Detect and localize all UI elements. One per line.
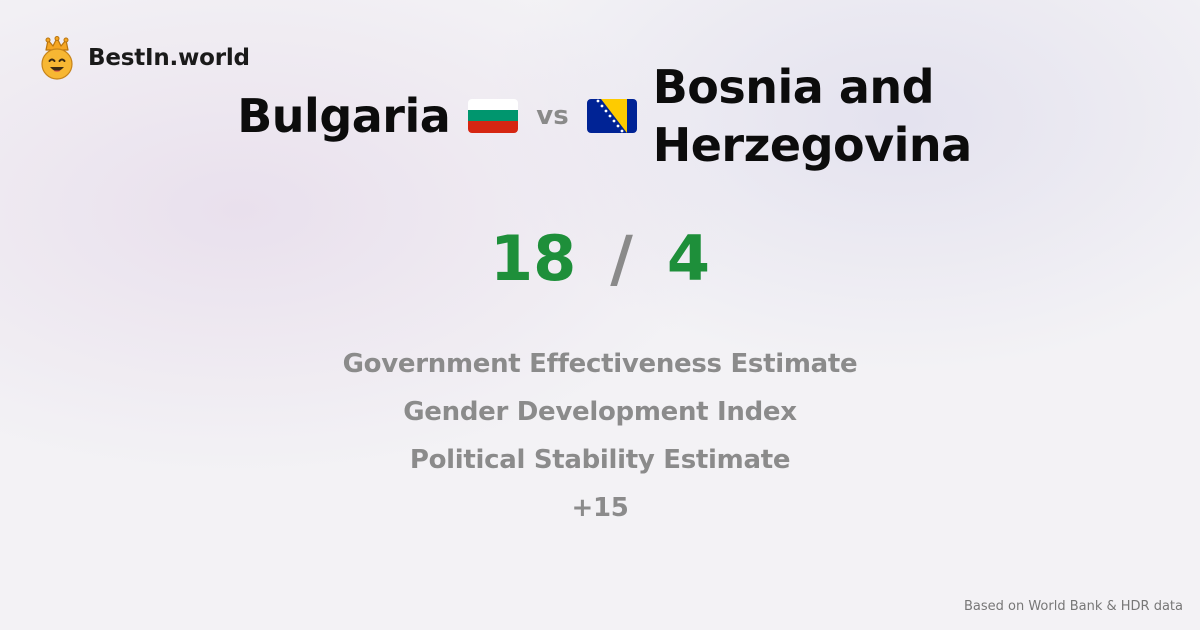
vs-label: vs [536, 101, 569, 131]
brand-logo[interactable]: BestIn.world [38, 36, 250, 80]
brand-name: BestIn.world [88, 45, 250, 71]
metric-item: Government Effectiveness Estimate [342, 349, 858, 379]
crowned-smiley-icon [41, 36, 73, 80]
metrics-list: Government Effectiveness Estimate Gender… [0, 344, 1200, 536]
bosnia-herzegovina-flag-icon [586, 99, 637, 133]
metric-item: Gender Development Index [403, 397, 797, 427]
score-display: 18 / 4 [0, 222, 1200, 295]
metric-item: Political Stability Estimate [409, 445, 791, 475]
data-source-note: Based on World Bank & HDR data [963, 599, 1183, 614]
more-metrics-count: +15 [571, 493, 629, 523]
score-b: 4 [666, 222, 711, 295]
bulgaria-flag-icon [468, 99, 519, 133]
country-a-name: Bulgaria [237, 89, 451, 143]
score-a: 18 [489, 222, 577, 295]
country-b-name: Bosnia and Herzegovina [652, 60, 972, 172]
comparison-title: Bulgaria vs Bosnia and Herzegovina [0, 58, 1200, 174]
score-separator: / [610, 222, 633, 295]
